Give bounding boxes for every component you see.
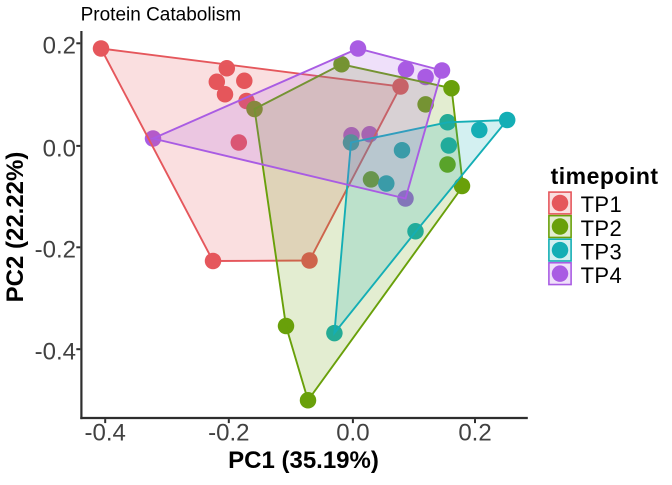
svg-text:TP2: TP2 — [581, 216, 623, 241]
svg-text:TP4: TP4 — [581, 263, 623, 288]
svg-text:0.0: 0.0 — [336, 419, 369, 446]
svg-text:timepoint: timepoint — [551, 163, 659, 189]
svg-text:0.2: 0.2 — [458, 419, 491, 446]
svg-text:-0.4: -0.4 — [35, 339, 76, 366]
svg-text:PC1 (35.19%): PC1 (35.19%) — [228, 447, 379, 474]
svg-text:TP3: TP3 — [581, 239, 623, 264]
svg-text:0.0: 0.0 — [43, 135, 76, 162]
svg-text:-0.2: -0.2 — [208, 419, 249, 446]
svg-text:0.2: 0.2 — [43, 33, 76, 60]
svg-text:PC2 (22.22%): PC2 (22.22%) — [2, 152, 29, 303]
svg-text:-0.2: -0.2 — [35, 237, 76, 264]
svg-text:-0.4: -0.4 — [85, 419, 126, 446]
svg-text:Protein Catabolism: Protein Catabolism — [81, 5, 242, 26]
svg-text:TP1: TP1 — [581, 192, 623, 217]
